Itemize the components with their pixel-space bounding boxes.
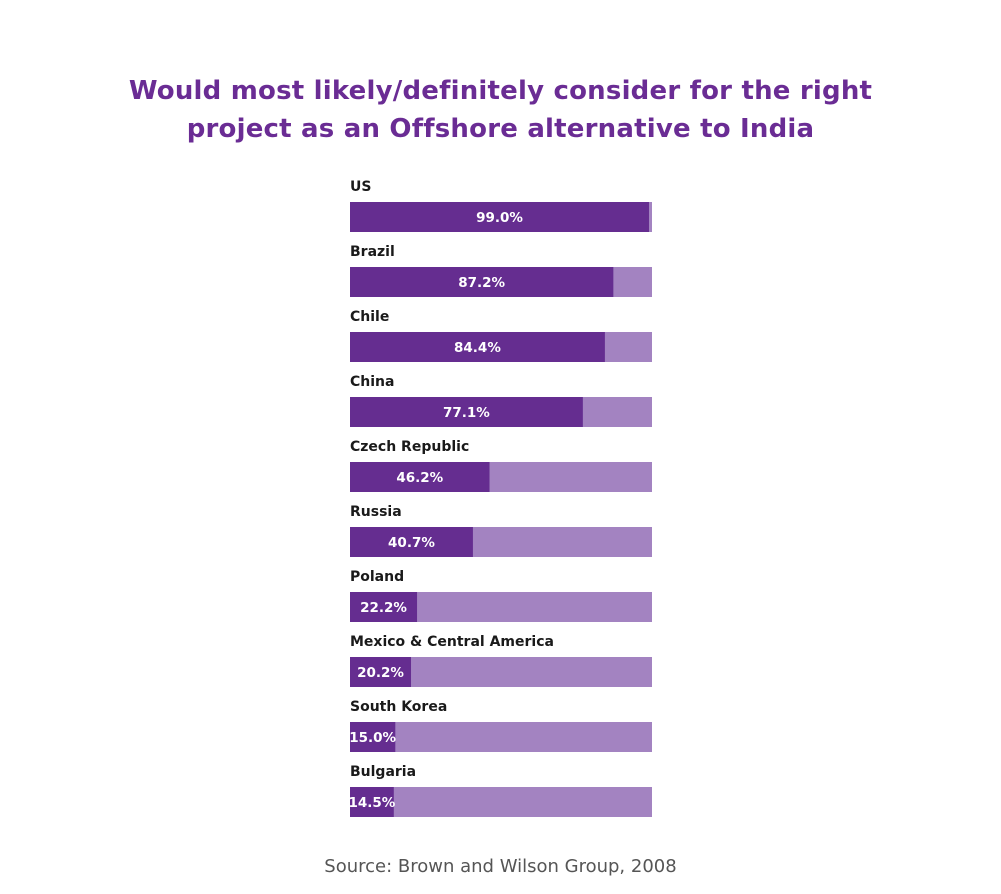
chart-title: Would most likely/definitely consider fo…: [0, 72, 1001, 148]
bar-remainder-bulgaria: [350, 787, 652, 817]
value-label-bulgaria: 14.5%: [348, 795, 395, 811]
bar-value-czech-republic: [350, 462, 490, 492]
category-label-russia: Russia: [350, 504, 402, 520]
bar-value-poland: [350, 592, 418, 622]
value-label-mexico-central-america: 20.2%: [357, 665, 404, 681]
bar-value-south-korea: [350, 722, 396, 752]
value-label-south-korea: 15.0%: [349, 730, 396, 746]
category-label-china: China: [350, 374, 394, 390]
category-label-brazil: Brazil: [350, 244, 395, 260]
value-label-chile: 84.4%: [454, 340, 501, 356]
bar-value-mexico-central-america: [350, 657, 412, 687]
category-label-us: US: [350, 179, 371, 195]
category-label-bulgaria: Bulgaria: [350, 764, 416, 780]
category-label-south-korea: South Korea: [350, 699, 447, 715]
bar-group: US 99.0% Brazil 87.2% Chile 84.4% China 77.1% Cz…: [348, 179, 652, 817]
chart-title-line-1: Would most likely/definitely consider fo…: [128, 76, 873, 106]
value-label-us: 99.0%: [476, 210, 523, 226]
value-label-russia: 40.7%: [388, 535, 435, 551]
bar-value-us: [350, 202, 649, 232]
category-label-chile: Chile: [350, 309, 389, 325]
value-label-poland: 22.2%: [360, 600, 407, 616]
chart-title-line-2: project as an Offshore alternative to In…: [186, 114, 815, 144]
bar-value-chile: [350, 332, 605, 362]
bar-value-russia: [350, 527, 473, 557]
bar-value-brazil: [350, 267, 614, 297]
category-label-mexico-central-america: Mexico & Central America: [350, 634, 554, 650]
bar-value-china: [350, 397, 583, 427]
value-label-brazil: 87.2%: [458, 275, 505, 291]
category-label-poland: Poland: [350, 569, 404, 585]
category-label-czech-republic: Czech Republic: [350, 439, 469, 455]
value-label-czech-republic: 46.2%: [396, 470, 443, 486]
bar-remainder-south-korea: [350, 722, 652, 752]
bar-value-bulgaria: [350, 787, 394, 817]
value-label-china: 77.1%: [443, 405, 490, 421]
source-note: Source: Brown and Wilson Group, 2008: [324, 856, 677, 877]
